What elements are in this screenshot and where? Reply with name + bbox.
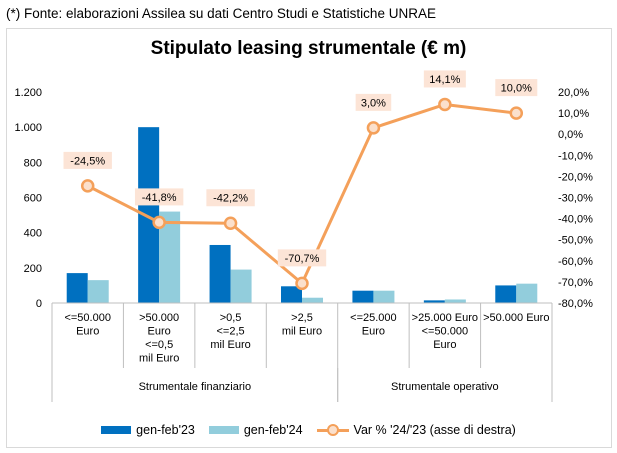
bar-series-2 [159,211,181,303]
bar-series-1 [209,244,231,303]
legend-item-series-3: Var % '24/'23 (asse di destra) [316,423,516,437]
left-axis-tick-label: 800 [24,157,42,169]
legend-swatch-series-3 [316,424,349,436]
bar-series-2 [302,297,323,303]
category-label: <=2,5 [217,326,245,338]
bar-series-1 [352,290,374,303]
chart-title: Stipulato leasing strumentale (€ m) [150,38,467,59]
legend-label-series-3: Var % '24/'23 (asse di destra) [353,423,516,437]
variation-label-box [355,93,392,111]
bar-series-2 [444,299,466,303]
variation-label: -24,5% [70,155,105,167]
right-axis-tick-label: -60,0% [558,256,593,268]
left-axis-tick-label: 400 [24,228,42,240]
variation-label: 3,0% [361,97,386,109]
right-axis-tick-label: -10,0% [558,150,593,162]
variation-marker [366,121,381,135]
legend-swatch-series-2 [208,426,239,434]
category-label: mil Euro [139,353,179,365]
bar-series-1 [66,273,88,303]
category-label: Euro [362,326,385,338]
category-label: <=0,5 [145,339,173,351]
variation-label: -70,7% [285,253,320,265]
bar-series-1 [423,300,445,303]
category-label: mil Euro [210,339,250,351]
variation-marker [509,106,524,120]
variation-label: 14,1% [429,74,460,86]
legend-label-series-2: gen-feb'24 [243,423,303,437]
bar-series-2 [230,269,252,303]
right-axis-tick-label: -30,0% [558,193,593,205]
bar-series-2 [516,283,538,303]
right-axis-tick-label: 0,0% [558,129,583,141]
variation-label-box [495,79,538,97]
category-label: >50.000 [139,312,179,324]
left-axis-tick-label: 1.000 [14,122,42,134]
variation-marker [223,216,238,230]
variation-label-box [277,249,327,267]
legend-item-series-1: gen-feb'23 [101,423,195,437]
right-axis-tick-label: -70,0% [558,277,593,289]
right-axis-tick-label: 20,0% [558,87,589,99]
variation-label-box [423,70,466,88]
right-axis-tick-label: -80,0% [558,298,593,310]
category-label: Euro [433,339,456,351]
chart-frame [6,28,612,448]
legend-label-series-1: gen-feb'23 [136,423,195,437]
variation-label: 10,0% [501,83,532,95]
bar-series-1 [495,285,517,303]
bar-series-2 [87,280,109,303]
bar-series-1 [138,127,160,304]
legend-item-series-2: gen-feb'24 [208,423,303,437]
category-label: <=50.000 [422,326,469,338]
right-axis-tick-label: 10,0% [558,108,589,120]
category-label: >2,5 [291,312,313,324]
bar-series-1 [281,286,302,303]
category-label: <=25.000 [350,312,397,324]
source-note: (*) Fonte: elaborazioni Assilea su dati … [6,6,436,21]
category-label: >50.000 Euro [483,312,549,324]
left-axis-tick-label: 600 [24,193,42,205]
variation-marker [80,179,95,193]
legend-swatch-series-1 [101,426,132,434]
right-axis-tick-label: -50,0% [558,235,593,247]
group-label: Strumentale finanziario [139,381,252,393]
left-axis-tick-label: 1.200 [14,87,42,99]
category-label: >0,5 [220,312,242,324]
variation-label-box [63,151,112,169]
variation-label: -41,8% [142,192,177,204]
right-axis-tick-label: -20,0% [558,171,593,183]
variation-label-box [134,188,184,206]
category-label: >25.000 Euro [412,312,478,324]
bar-series-2 [373,290,395,303]
variation-label: -42,2% [213,193,248,205]
variation-marker [438,97,452,112]
group-label: Strumentale operativo [391,381,499,393]
left-axis-tick-label: 0 [36,298,42,310]
category-label: mil Euro [282,326,322,338]
right-axis-tick-label: -40,0% [558,214,593,226]
category-label: Euro [148,326,171,338]
chart-legend: gen-feb'23 gen-feb'24 Var % '24/'23 (ass… [0,423,617,437]
left-axis-tick-label: 200 [24,263,42,275]
variation-label-box [206,189,255,207]
category-label: Euro [76,326,99,338]
category-label: <=50.000 [64,312,111,324]
variation-marker [295,276,309,291]
variation-marker [152,215,166,230]
